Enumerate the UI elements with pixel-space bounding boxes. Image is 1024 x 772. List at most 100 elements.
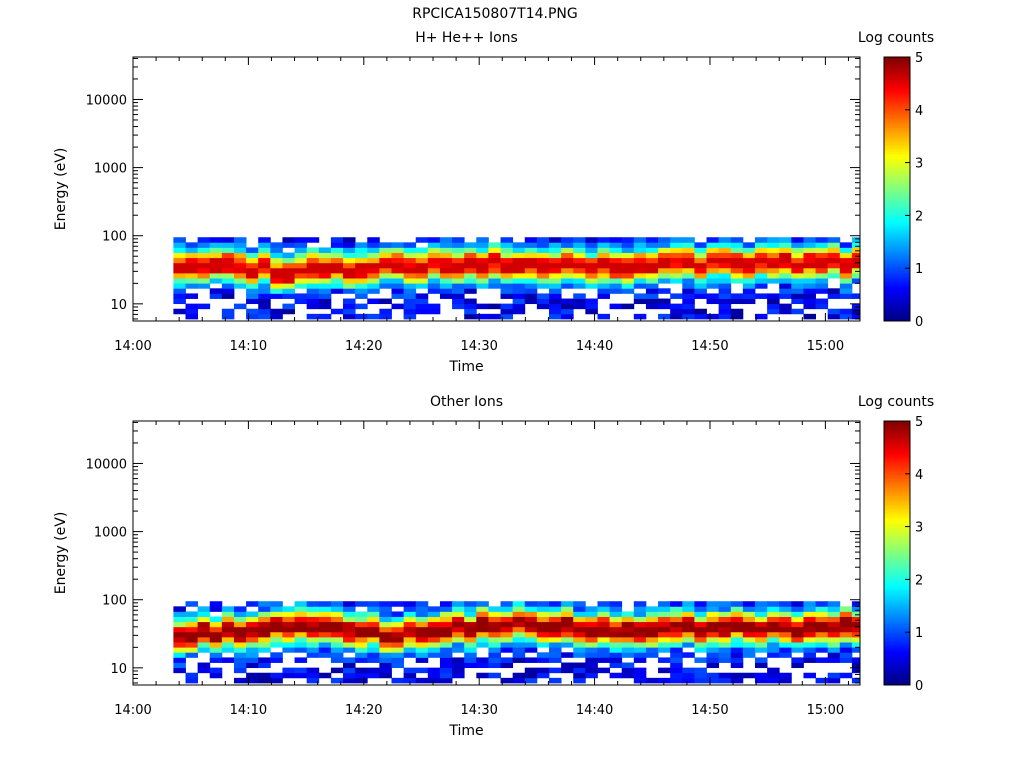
heatmap-cell [512,601,526,607]
x-tick-label: 14:00 [114,703,151,718]
heatmap-cell [706,642,720,648]
heatmap-cell [609,242,623,248]
heatmap-cell [270,672,283,679]
colorbar-segment [884,131,910,135]
heatmap-cell [415,657,429,663]
heatmap-cell [706,601,720,607]
heatmap-cell [694,677,707,684]
heatmap-cell [330,606,344,612]
heatmap-cell [500,267,514,274]
heatmap-cell [682,303,695,310]
heatmap-cell [754,267,768,274]
heatmap-cell [767,278,780,284]
heatmap-cell [270,272,283,279]
colorbar-segment [884,145,910,148]
heatmap-cell [500,308,514,315]
heatmap-cell [403,631,417,638]
heatmap-cell [209,237,223,243]
heatmap-cell [851,272,861,279]
heatmap-cell [464,262,477,269]
colorbar-segment [884,493,910,497]
heatmap-cell [306,642,320,648]
heatmap-cell [294,257,308,264]
heatmap-cell [767,616,780,623]
heatmap-cell [670,293,683,299]
heatmap-cell [343,262,356,269]
heatmap-cell [730,621,744,628]
heatmap-cell [197,606,211,612]
heatmap-cell [476,606,489,612]
heatmap-cell [706,631,720,638]
heatmap-cell [718,242,732,248]
heatmap-cell [488,247,501,253]
heatmap-cell [682,283,695,289]
heatmap-cell [706,677,720,684]
colorbar-segment [884,303,910,307]
heatmap-cell [839,308,853,315]
heatmap-cell [706,252,720,259]
heatmap-cell [621,303,635,310]
colorbar-segment [884,440,910,444]
heatmap-cell [536,247,550,253]
heatmap-cell [658,642,671,648]
heatmap-cell [330,677,344,684]
heatmap-cell [391,626,405,633]
colorbar-segment [884,263,910,267]
heatmap-cell [658,631,671,638]
heatmap-cell [367,267,380,274]
colorbar-segment [884,445,910,448]
heatmap-cell [306,313,320,320]
heatmap-cell [597,601,610,607]
heatmap-cell [185,652,199,658]
heatmap-cell [670,272,683,279]
heatmap-cell [658,257,671,264]
colorbar-segment [884,285,910,289]
heatmap-cell [500,642,514,648]
heatmap-cell [791,257,804,264]
heatmap-cell [464,242,477,248]
colorbar-segment [884,90,910,93]
heatmap-cell [330,616,344,623]
heatmap-cell [694,257,707,264]
heatmap-cell [754,616,768,623]
heatmap-cell [742,278,756,284]
heatmap-cell [379,257,392,264]
heatmap-cell [270,606,283,612]
heatmap-cell [779,288,792,294]
heatmap-cell [694,242,707,248]
heatmap-cell [185,611,199,617]
heatmap-cell [403,298,417,305]
heatmap-cell [415,601,429,607]
colorbar-segment [884,241,910,245]
colorbar-segment [884,429,910,433]
colorbar-segment [884,255,910,258]
heatmap-cell [839,247,853,253]
colorbar-segment [884,156,910,159]
heatmap-cell [585,636,598,643]
heatmap-cell [767,242,780,248]
heatmap-cell [427,237,441,243]
heatmap-cell [658,278,671,284]
heatmap-cell [427,677,441,684]
heatmap-cell [524,272,538,279]
heatmap-cell [391,611,405,617]
heatmap-cell [403,636,417,643]
heatmap-cell [524,626,538,633]
heatmap-cell [512,657,526,663]
heatmap-cell [536,242,550,248]
heatmap-cell [536,642,550,648]
heatmap-cell [294,621,308,628]
heatmap-cell [306,652,320,658]
heatmap-cell [791,278,804,284]
colorbar-segment [884,105,910,109]
heatmap-cell [258,601,271,607]
heatmap-cell [452,631,465,638]
heatmap-cell [355,272,368,279]
heatmap-cell [742,293,756,299]
colorbar-segment [884,623,910,627]
heatmap-cell [609,606,623,612]
heatmap-cell [500,626,514,633]
heatmap-cell [779,283,792,289]
colorbar-segment [884,634,910,638]
